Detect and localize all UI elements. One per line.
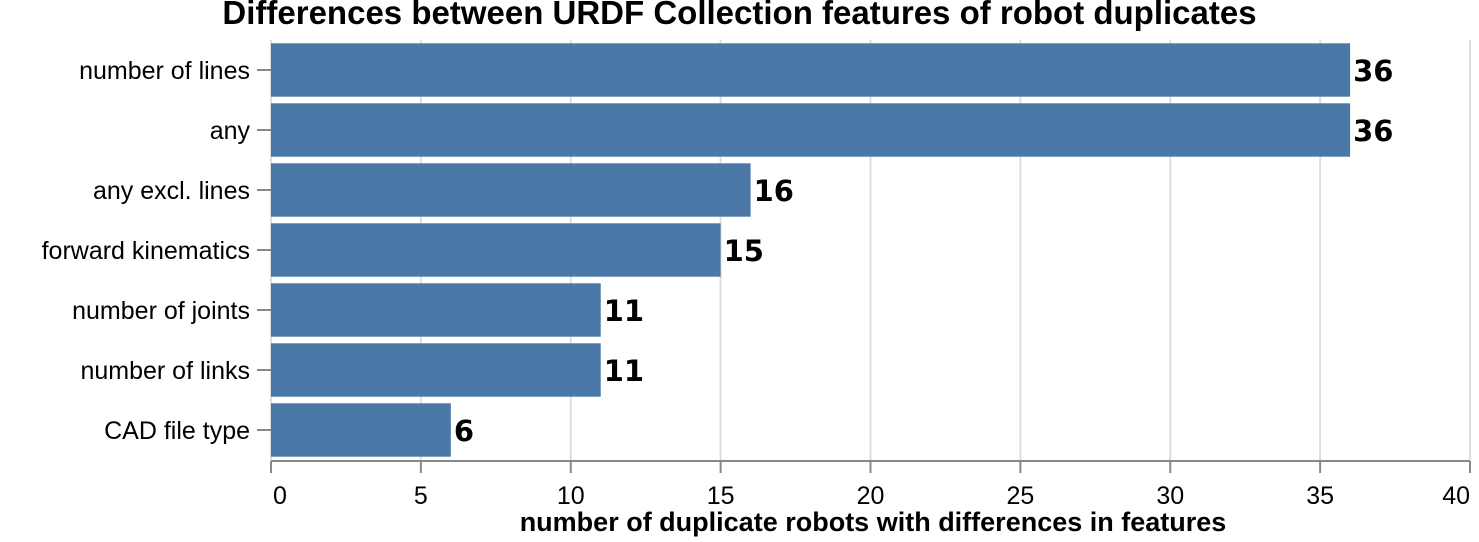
category-label-cad-file-type: CAD file type — [104, 417, 250, 445]
bar-any-excl-lines — [271, 163, 751, 217]
y-axis: number of lines any any excl. lines forward… — [42, 57, 271, 445]
value-label-cad-file-type: 6 — [454, 414, 474, 448]
x-tick-label-10: 10 — [557, 482, 585, 510]
chart-title: Differences between URDF Collection feat… — [222, 0, 1257, 31]
category-label-forward-kinematics: forward kinematics — [42, 237, 250, 265]
x-tick-label-25: 25 — [1006, 482, 1034, 510]
category-label-number-of-joints: number of joints — [72, 297, 250, 325]
bar-cad-file-type — [271, 403, 451, 457]
bar-any — [271, 103, 1351, 157]
bar-number-of-links — [271, 343, 601, 397]
bar-number-of-lines — [271, 43, 1351, 97]
x-axis: 0 5 10 15 20 25 30 35 40 — [270, 460, 1471, 510]
value-label-any: 36 — [1353, 114, 1393, 148]
value-label-number-of-links: 11 — [604, 354, 644, 388]
x-tick-label-40: 40 — [1442, 482, 1470, 510]
x-tick-label-15: 15 — [707, 482, 735, 510]
x-tick-label-30: 30 — [1156, 482, 1184, 510]
category-label-any: any — [210, 117, 251, 145]
x-tick-label-20: 20 — [857, 482, 885, 510]
value-label-any-excl-lines: 16 — [754, 174, 794, 208]
category-label-number-of-links: number of links — [80, 357, 250, 385]
category-label-any-excl-lines: any excl. lines — [93, 177, 250, 205]
value-labels: 36 36 16 15 11 11 6 — [454, 54, 1394, 448]
x-axis-title: number of duplicate robots with differen… — [520, 507, 1227, 537]
value-label-forward-kinematics: 15 — [724, 234, 764, 268]
value-label-number-of-joints: 11 — [604, 294, 644, 328]
x-tick-label-0: 0 — [273, 482, 287, 510]
x-tick-label-5: 5 — [414, 482, 428, 510]
bar-number-of-joints — [271, 283, 601, 337]
bar-forward-kinematics — [271, 223, 721, 277]
bars — [271, 43, 1351, 457]
category-label-number-of-lines: number of lines — [79, 57, 250, 85]
x-tick-label-35: 35 — [1306, 482, 1334, 510]
value-label-number-of-lines: 36 — [1353, 54, 1393, 88]
